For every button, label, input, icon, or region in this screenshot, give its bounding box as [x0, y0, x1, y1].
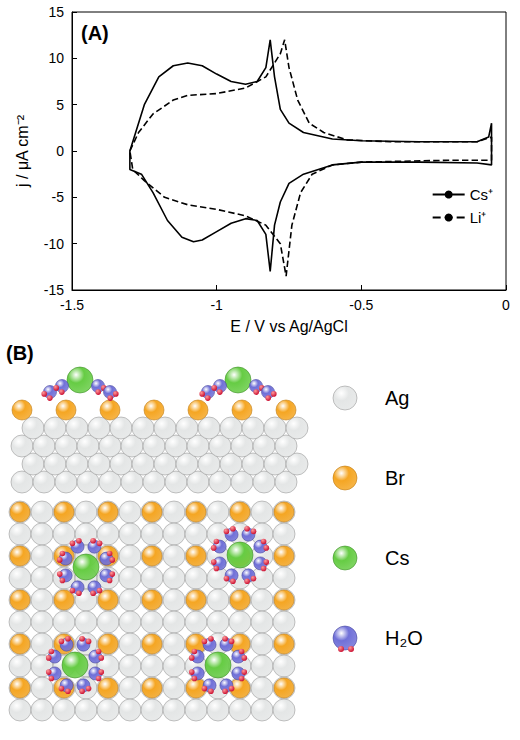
svg-text:Br: Br [385, 467, 405, 489]
svg-text:0: 0 [56, 143, 64, 159]
svg-text:(A): (A) [81, 22, 109, 44]
svg-text:15: 15 [48, 4, 64, 20]
svg-text:Ag: Ag [385, 387, 409, 409]
svg-text:j / μA cm⁻²: j / μA cm⁻² [14, 114, 31, 188]
svg-text:-0.5: -0.5 [349, 297, 373, 313]
svg-text:Li⁺: Li⁺ [470, 209, 487, 226]
svg-text:-15: -15 [44, 282, 64, 298]
svg-text:-5: -5 [52, 189, 65, 205]
svg-text:(B): (B) [6, 342, 34, 364]
svg-text:-1.5: -1.5 [60, 297, 84, 313]
svg-text:Cs⁺: Cs⁺ [470, 186, 493, 203]
svg-text:-10: -10 [44, 236, 64, 252]
svg-text:E / V vs Ag/AgCl: E / V vs Ag/AgCl [230, 318, 347, 335]
svg-text:0: 0 [502, 297, 510, 313]
svg-text:-1: -1 [210, 297, 223, 313]
svg-text:H₂O: H₂O [385, 627, 423, 649]
svg-text:Cs: Cs [385, 547, 409, 569]
svg-text:5: 5 [56, 97, 64, 113]
svg-text:10: 10 [48, 50, 64, 66]
